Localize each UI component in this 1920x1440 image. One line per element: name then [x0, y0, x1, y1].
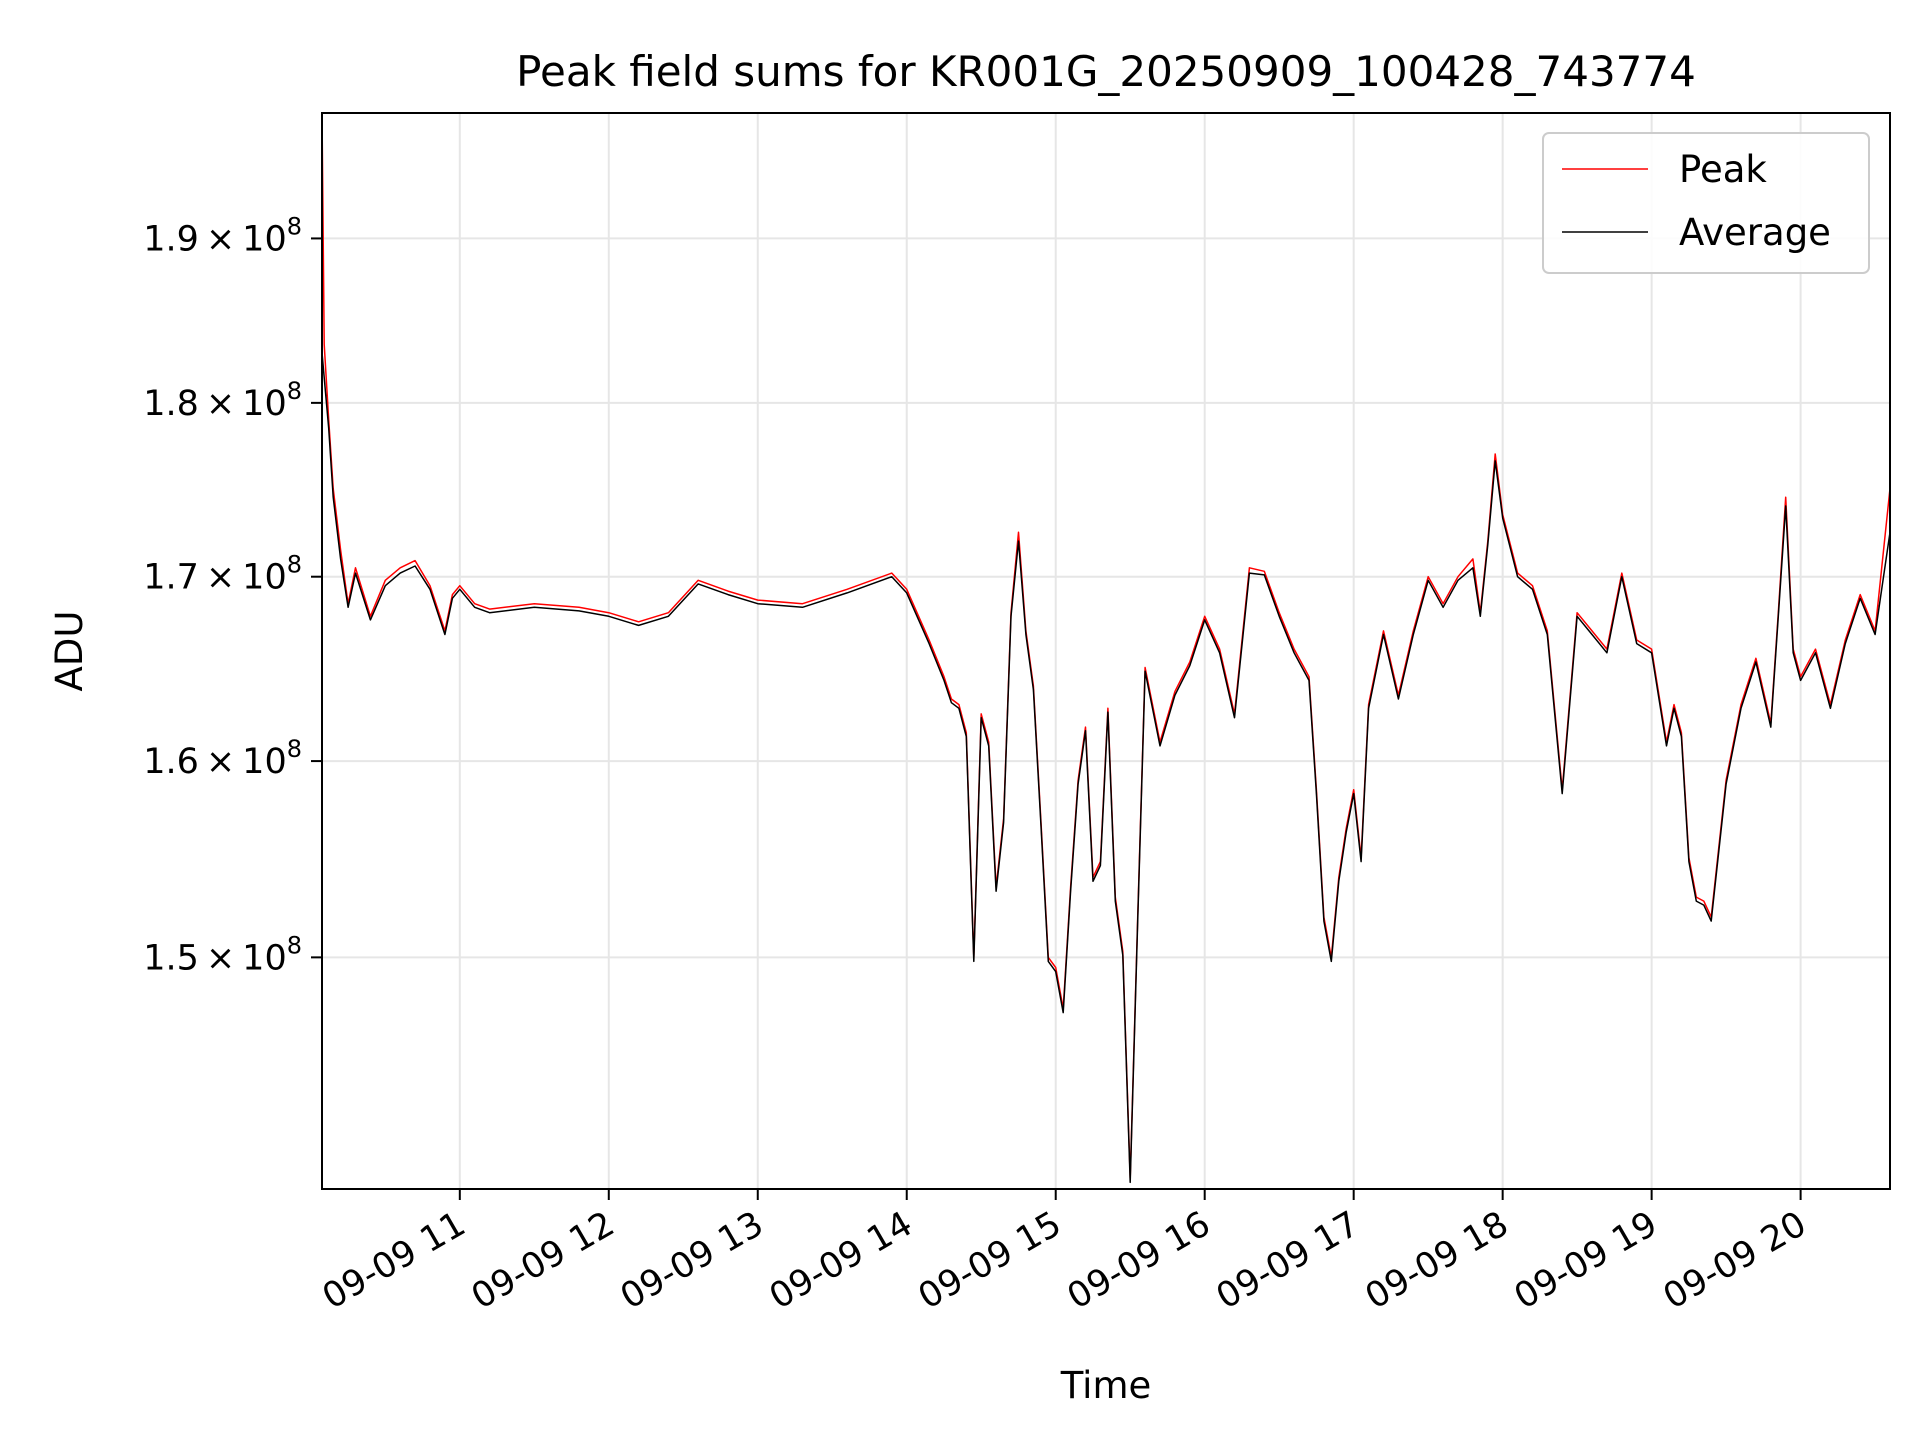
y-axis-ticks: 1.5 × 108 1.6 × 108 1.7 × 108 1.8 × 108 1.9 …: [143, 212, 322, 978]
y-axis-label: ADU: [48, 611, 91, 692]
y-tick-label: 1.8 × 108: [143, 377, 302, 424]
plot-area-frame: [321, 112, 1891, 1190]
y-tick-label: 1.7 × 108: [143, 551, 302, 598]
series-lines: [321, 112, 1891, 1184]
legend: Peak Average: [1542, 132, 1870, 274]
x-axis-label: Time: [1060, 1364, 1152, 1407]
y-tick-label: 1.6 × 108: [143, 735, 302, 782]
grid-lines: [322, 113, 1890, 1189]
y-tick-label: 1.5 × 108: [143, 931, 302, 978]
legend-label-peak: Peak: [1679, 148, 1767, 191]
legend-label-average: Average: [1679, 211, 1831, 254]
legend-box: [1542, 132, 1870, 274]
series-line-average: [321, 352, 1891, 1184]
chart-title: Peak field sums for KR001G_20250909_1004…: [516, 47, 1696, 96]
y-tick-label: 1.9 × 108: [143, 212, 302, 259]
